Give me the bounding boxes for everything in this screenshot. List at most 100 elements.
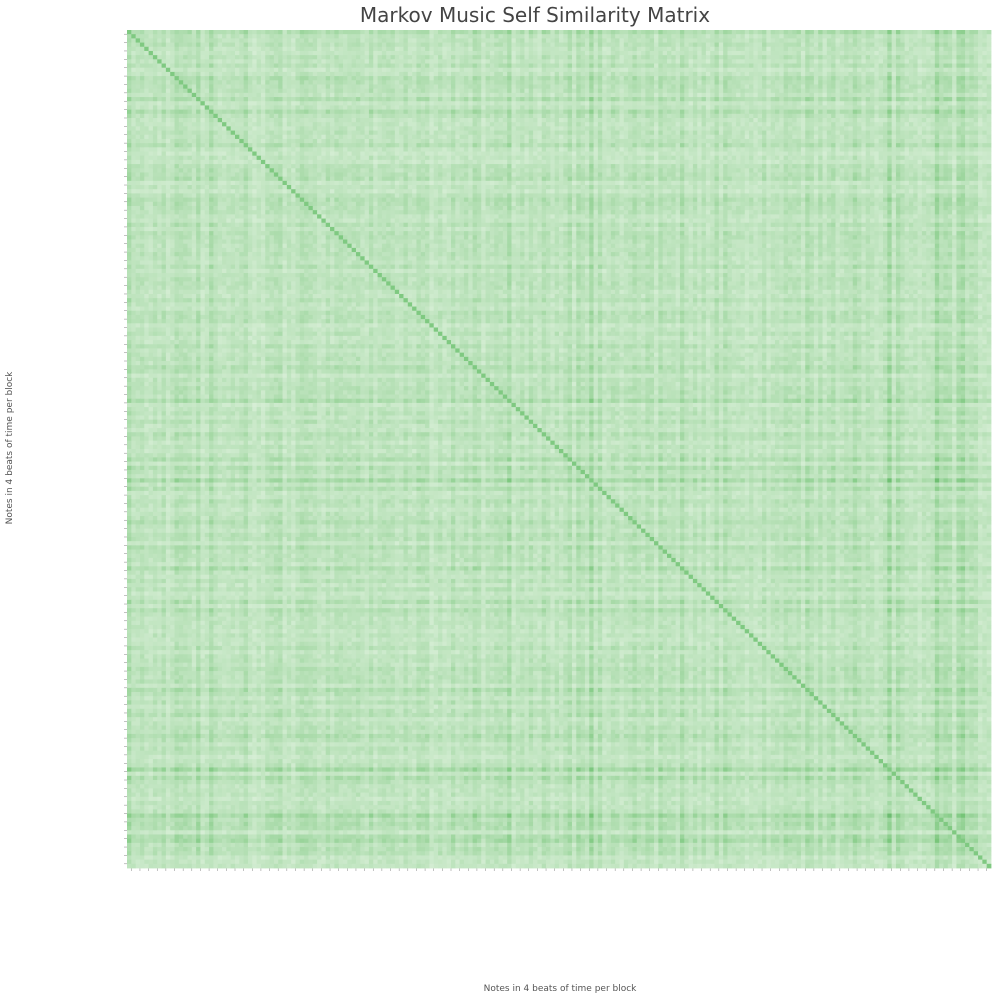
heatmap-cell	[969, 101, 974, 106]
heatmap-cell	[948, 93, 953, 98]
heatmap-cell	[524, 68, 529, 73]
heatmap-cell	[308, 89, 313, 94]
heatmap-cell	[779, 55, 784, 60]
heatmap-cell	[788, 34, 793, 39]
heatmap-cell	[434, 47, 439, 52]
heatmap-cell	[429, 34, 434, 39]
heatmap-cell	[252, 55, 257, 60]
heatmap-cell	[321, 43, 326, 48]
y-tick-labels	[124, 34, 127, 864]
heatmap-cell	[853, 89, 858, 94]
heatmap-cell	[676, 43, 681, 48]
heatmap-cell	[736, 34, 741, 39]
heatmap-cell	[555, 34, 560, 39]
heatmap-cell	[537, 118, 542, 123]
heatmap-cell	[671, 80, 676, 85]
heatmap-cell	[179, 80, 184, 85]
heatmap-cell	[213, 110, 218, 115]
heatmap-cell	[693, 64, 698, 69]
heatmap-cell	[378, 43, 383, 48]
heatmap-cell	[278, 84, 283, 89]
heatmap-cell	[749, 97, 754, 102]
heatmap-cell	[948, 38, 953, 43]
heatmap-cell	[978, 114, 983, 119]
heatmap-cell	[676, 105, 681, 110]
heatmap-cell	[283, 80, 288, 85]
heatmap-cell	[352, 38, 357, 43]
heatmap-cell	[196, 34, 201, 39]
heatmap-cell	[827, 93, 832, 98]
heatmap-cell	[663, 97, 668, 102]
heatmap-cell	[550, 122, 555, 127]
heatmap-cell	[274, 30, 279, 35]
heatmap-cell	[356, 55, 361, 60]
heatmap-cell	[494, 126, 499, 131]
heatmap-cell	[170, 47, 175, 52]
heatmap-cell	[196, 38, 201, 43]
heatmap-cell	[209, 38, 214, 43]
heatmap-cell	[848, 89, 853, 94]
heatmap-cell	[192, 101, 197, 106]
heatmap-cell	[218, 84, 223, 89]
heatmap-cell	[183, 126, 188, 131]
heatmap-cell	[360, 97, 365, 102]
heatmap-cell	[628, 51, 633, 56]
heatmap-cell	[775, 114, 780, 119]
heatmap-cell	[494, 68, 499, 73]
heatmap-cell	[611, 76, 616, 81]
heatmap-cell	[300, 72, 305, 77]
heatmap-cell	[334, 72, 339, 77]
heatmap-cell	[710, 126, 715, 131]
heatmap-cell	[321, 110, 326, 115]
heatmap-cell	[442, 110, 447, 115]
heatmap-cell	[157, 43, 162, 48]
heatmap-cell	[978, 93, 983, 98]
heatmap-cell	[658, 38, 663, 43]
heatmap-cell	[840, 76, 845, 81]
heatmap-cell	[157, 93, 162, 98]
heatmap-cell	[727, 30, 732, 35]
heatmap-cell	[723, 126, 728, 131]
heatmap-cell	[775, 97, 780, 102]
heatmap-cell	[486, 59, 491, 64]
heatmap-cell	[853, 47, 858, 52]
heatmap-cell	[749, 89, 754, 94]
heatmap-cell	[775, 80, 780, 85]
heatmap-cell	[615, 105, 620, 110]
heatmap-cell	[892, 118, 897, 123]
heatmap-cell	[667, 43, 672, 48]
heatmap-cell	[740, 55, 745, 60]
heatmap-cell	[943, 59, 948, 64]
heatmap-cell	[317, 34, 322, 39]
heatmap-cell	[287, 97, 292, 102]
heatmap-cell	[222, 126, 227, 131]
heatmap-cell	[524, 51, 529, 56]
heatmap-cell	[732, 118, 737, 123]
heatmap-cell	[226, 51, 231, 56]
heatmap-cell	[581, 101, 586, 106]
heatmap-cell	[300, 38, 305, 43]
heatmap-cell	[913, 34, 918, 39]
heatmap-cell	[295, 76, 300, 81]
heatmap-cell	[736, 30, 741, 35]
heatmap-cell	[615, 89, 620, 94]
heatmap-cell	[365, 80, 370, 85]
heatmap-cell	[321, 93, 326, 98]
heatmap-cell	[166, 89, 171, 94]
heatmap-cell	[628, 43, 633, 48]
heatmap-cell	[736, 76, 741, 81]
heatmap-cell	[425, 51, 430, 56]
heatmap-cell	[905, 72, 910, 77]
heatmap-cell	[136, 89, 141, 94]
heatmap-cell	[818, 84, 823, 89]
heatmap-cell	[278, 105, 283, 110]
heatmap-cell	[486, 118, 491, 123]
heatmap-cell	[715, 68, 720, 73]
heatmap-cell	[745, 97, 750, 102]
heatmap-cell	[680, 51, 685, 56]
heatmap-cell	[352, 84, 357, 89]
heatmap-cell	[352, 93, 357, 98]
heatmap-cell	[520, 84, 525, 89]
heatmap-cell	[373, 34, 378, 39]
heatmap-cell	[468, 105, 473, 110]
